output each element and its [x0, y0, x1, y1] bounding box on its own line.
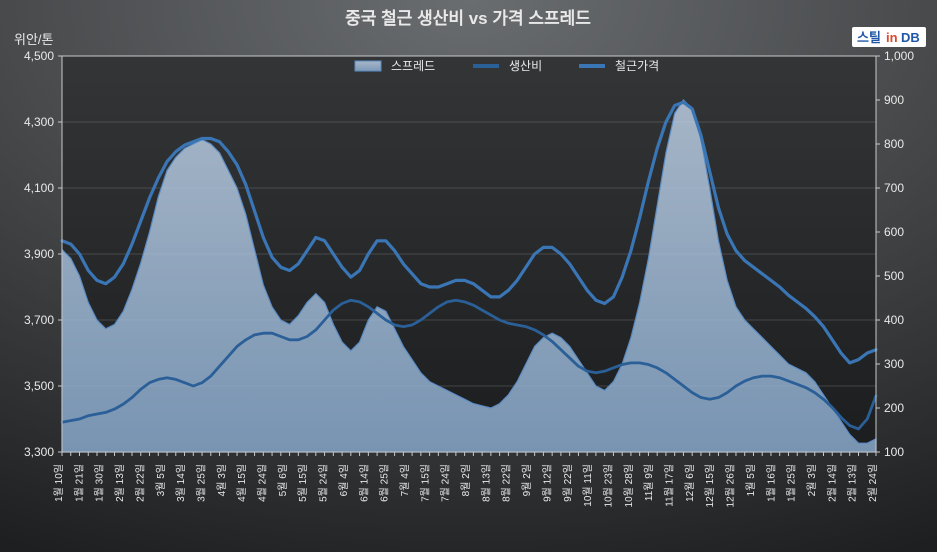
x-tick: 7월 4일: [399, 464, 411, 496]
chart-container: 중국 철근 생산비 vs 가격 스프레드 위안/톤 스틸 in DB 스프레드 생…: [0, 0, 937, 552]
y-left-tick: 4,100: [24, 181, 54, 195]
y-left-tick: 3,700: [24, 313, 54, 327]
plot-area: [62, 56, 876, 456]
logo-text-a: 스틸: [857, 30, 881, 45]
logo: 스틸 in DB: [852, 27, 926, 47]
chart-svg: 중국 철근 생산비 vs 가격 스프레드 위안/톤 스틸 in DB 스프레드 생…: [0, 0, 937, 552]
x-tick: 6월 4일: [338, 464, 350, 496]
y-right-tick: 500: [884, 269, 904, 283]
x-tick: 3월 5일: [155, 464, 167, 496]
y-right-tick: 800: [884, 137, 904, 151]
x-tick: 11월 9일: [643, 464, 655, 501]
x-tick: 2월 13일: [114, 464, 126, 502]
x-tick: 12월 15일: [704, 464, 716, 507]
y-left-tick: 4,500: [24, 49, 54, 63]
x-tick: 4월 24일: [257, 464, 269, 502]
x-tick: 1월 21일: [73, 464, 85, 502]
legend-label-price: 철근가격: [615, 59, 659, 73]
x-tick: 1월 5일: [745, 464, 757, 496]
x-tick: 1월 10일: [53, 464, 65, 502]
legend-swatch-spread: [355, 61, 381, 71]
x-tick: 1월 30일: [94, 464, 106, 502]
y-left-unit: 위안/톤: [14, 32, 54, 47]
y-right-tick: 1,000: [884, 49, 914, 63]
y-left-tick: 3,900: [24, 247, 54, 261]
chart-title: 중국 철근 생산비 vs 가격 스프레드: [345, 9, 591, 28]
x-tick: 5월 24일: [318, 464, 330, 502]
y-right-tick: 700: [884, 181, 904, 195]
logo-text-c: DB: [901, 30, 920, 45]
y-right-tick: 400: [884, 313, 904, 327]
x-tick: 2월 24일: [867, 464, 879, 502]
x-tick: 1월 16일: [765, 464, 777, 502]
x-tick: 10월 28일: [623, 464, 635, 507]
x-tick: 2월 14일: [826, 464, 838, 502]
x-tick: 7월 15일: [419, 464, 431, 502]
x-tick: 12월 6일: [684, 464, 696, 502]
x-tick: 2월 3일: [806, 464, 818, 496]
x-tick: 3월 25일: [195, 464, 207, 502]
x-tick: 2월 22일: [134, 464, 146, 502]
x-tick: 9월 2일: [521, 464, 533, 496]
x-tick: 8월 13일: [480, 464, 492, 502]
x-tick: 4월 3일: [216, 464, 228, 496]
x-tick: 9월 12일: [541, 464, 553, 502]
logo-text-b: in: [886, 30, 898, 45]
y-right-tick: 200: [884, 401, 904, 415]
x-tick: 8월 22일: [501, 464, 513, 502]
x-tick: 7월 24일: [440, 464, 452, 502]
legend-label-cost: 생산비: [509, 59, 542, 73]
x-tick: 5월 6일: [277, 464, 289, 496]
x-tick: 4월 15일: [236, 464, 248, 502]
x-tick: 5월 15일: [297, 464, 309, 502]
x-tick: 6월 14일: [358, 464, 370, 502]
x-tick: 3월 14일: [175, 464, 187, 502]
x-tick: 8월 2일: [460, 464, 472, 496]
x-tick: 12월 26일: [725, 464, 737, 507]
y-left-tick: 3,300: [24, 445, 54, 459]
x-tick: 10월 11일: [582, 464, 594, 507]
x-tick: 2월 13일: [847, 464, 859, 502]
y-right-tick: 300: [884, 357, 904, 371]
x-tick: 9월 22일: [562, 464, 574, 502]
y-right-tick: 600: [884, 225, 904, 239]
x-tick: 11월 17일: [664, 464, 676, 507]
y-left-tick: 4,300: [24, 115, 54, 129]
x-tick: 6월 25일: [379, 464, 391, 502]
x-tick: 1월 25일: [786, 464, 798, 502]
y-right-tick: 100: [884, 445, 904, 459]
y-left-tick: 3,500: [24, 379, 54, 393]
legend-label-spread: 스프레드: [391, 59, 435, 73]
y-right-tick: 900: [884, 93, 904, 107]
x-tick: 10월 23일: [603, 464, 615, 507]
